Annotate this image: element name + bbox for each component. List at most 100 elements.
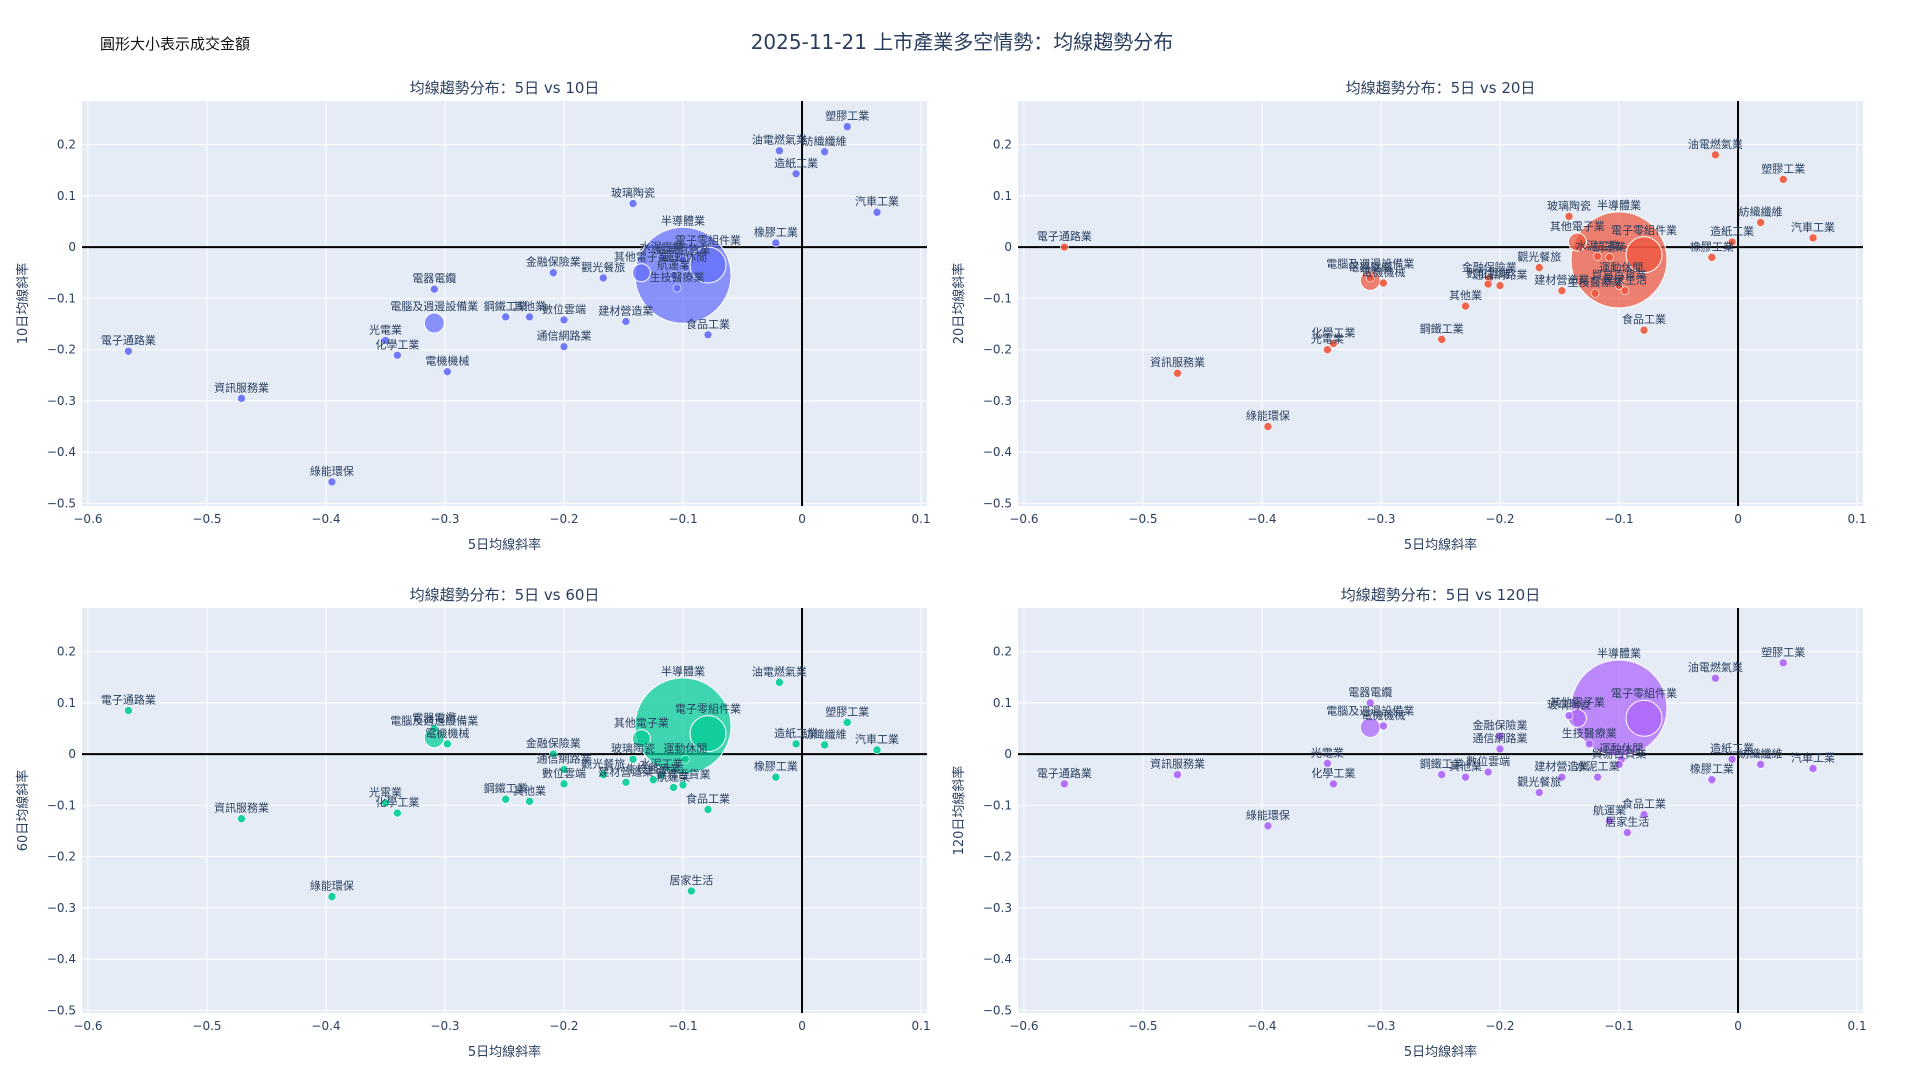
industry-point[interactable]	[621, 317, 631, 326]
industry-point[interactable]	[672, 283, 682, 293]
industry-point[interactable]	[124, 706, 133, 715]
industry-point[interactable]	[1534, 788, 1544, 797]
industry-point[interactable]	[703, 330, 713, 340]
industry-point[interactable]	[631, 263, 651, 283]
industry-point[interactable]	[1605, 253, 1614, 262]
industry-point[interactable]	[657, 770, 666, 779]
industry-point[interactable]	[1778, 175, 1788, 184]
industry-point[interactable]	[1365, 698, 1375, 708]
industry-point[interactable]	[1263, 821, 1273, 831]
industry-point[interactable]	[657, 253, 666, 262]
industry-point[interactable]	[621, 778, 631, 787]
industry-point[interactable]	[501, 794, 510, 804]
industry-point[interactable]	[689, 715, 727, 753]
industry-point[interactable]	[429, 724, 439, 733]
industry-point[interactable]	[775, 678, 784, 687]
industry-point[interactable]	[669, 271, 678, 280]
industry-point[interactable]	[1173, 770, 1182, 779]
industry-point[interactable]	[423, 312, 445, 334]
industry-point[interactable]	[1639, 325, 1649, 335]
industry-point[interactable]	[1379, 721, 1388, 731]
industry-point[interactable]	[1060, 242, 1069, 252]
industry-point[interactable]	[1593, 772, 1602, 782]
industry-point[interactable]	[1707, 775, 1717, 785]
industry-point[interactable]	[771, 238, 781, 248]
industry-point[interactable]	[1437, 335, 1446, 344]
industry-point[interactable]	[1483, 767, 1493, 777]
industry-point[interactable]	[1557, 772, 1567, 782]
industry-point[interactable]	[1323, 345, 1332, 354]
industry-point[interactable]	[1379, 278, 1388, 288]
industry-point[interactable]	[1593, 252, 1602, 261]
industry-point[interactable]	[1727, 754, 1737, 764]
industry-point[interactable]	[1534, 263, 1544, 272]
industry-point[interactable]	[1617, 273, 1626, 283]
industry-point[interactable]	[1495, 281, 1505, 290]
industry-point[interactable]	[842, 122, 852, 131]
industry-point[interactable]	[1570, 211, 1668, 309]
industry-point[interactable]	[429, 284, 439, 294]
industry-point[interactable]	[1623, 828, 1632, 837]
industry-point[interactable]	[598, 273, 608, 283]
industry-point[interactable]	[548, 268, 558, 278]
industry-point[interactable]	[1711, 673, 1720, 683]
industry-point[interactable]	[1567, 232, 1587, 252]
industry-point[interactable]	[703, 805, 713, 814]
industry-point[interactable]	[820, 147, 829, 157]
industry-point[interactable]	[598, 770, 608, 779]
industry-point[interactable]	[1495, 731, 1505, 741]
industry-point[interactable]	[1778, 658, 1788, 668]
industry-point[interactable]	[678, 255, 688, 265]
industry-point[interactable]	[771, 772, 781, 782]
industry-point[interactable]	[842, 718, 852, 727]
industry-point[interactable]	[559, 765, 569, 774]
industry-point[interactable]	[1808, 764, 1818, 773]
industry-point[interactable]	[443, 739, 452, 749]
industry-point[interactable]	[1557, 286, 1567, 295]
industry-point[interactable]	[1329, 339, 1338, 348]
industry-point[interactable]	[687, 886, 696, 896]
industry-point[interactable]	[678, 780, 688, 790]
industry-point[interactable]	[1564, 711, 1574, 720]
industry-point[interactable]	[1461, 772, 1470, 782]
industry-point[interactable]	[1173, 368, 1182, 378]
industry-point[interactable]	[237, 814, 246, 824]
industry-point[interactable]	[124, 346, 133, 356]
industry-point[interactable]	[393, 350, 402, 360]
industry-point[interactable]	[1711, 150, 1720, 160]
industry-point[interactable]	[1756, 218, 1765, 227]
industry-point[interactable]	[548, 749, 558, 759]
industry-point[interactable]	[681, 263, 690, 272]
industry-point[interactable]	[559, 342, 569, 351]
industry-point[interactable]	[1437, 770, 1446, 779]
industry-point[interactable]	[381, 336, 390, 345]
industry-point[interactable]	[872, 745, 882, 755]
industry-point[interactable]	[1625, 699, 1663, 737]
industry-point[interactable]	[631, 729, 651, 749]
industry-point[interactable]	[1323, 759, 1332, 768]
industry-point[interactable]	[1707, 253, 1717, 262]
industry-point[interactable]	[1329, 779, 1338, 789]
industry-point[interactable]	[559, 315, 569, 325]
industry-point[interactable]	[1808, 233, 1818, 243]
industry-point[interactable]	[1605, 816, 1614, 826]
industry-point[interactable]	[1483, 279, 1493, 289]
industry-point[interactable]	[1564, 212, 1574, 221]
industry-point[interactable]	[1639, 810, 1649, 819]
industry-point[interactable]	[393, 808, 402, 818]
industry-point[interactable]	[1060, 779, 1069, 789]
industry-point[interactable]	[1620, 286, 1630, 295]
industry-point[interactable]	[1756, 760, 1765, 769]
industry-point[interactable]	[689, 246, 727, 284]
industry-point[interactable]	[1495, 744, 1505, 754]
industry-point[interactable]	[501, 312, 510, 322]
industry-point[interactable]	[525, 312, 534, 322]
industry-point[interactable]	[237, 394, 246, 403]
industry-point[interactable]	[791, 739, 801, 749]
industry-point[interactable]	[1727, 237, 1737, 247]
industry-point[interactable]	[681, 754, 690, 764]
industry-point[interactable]	[669, 783, 678, 792]
industry-point[interactable]	[1263, 422, 1273, 431]
industry-point[interactable]	[1614, 760, 1624, 769]
industry-point[interactable]	[381, 798, 390, 808]
